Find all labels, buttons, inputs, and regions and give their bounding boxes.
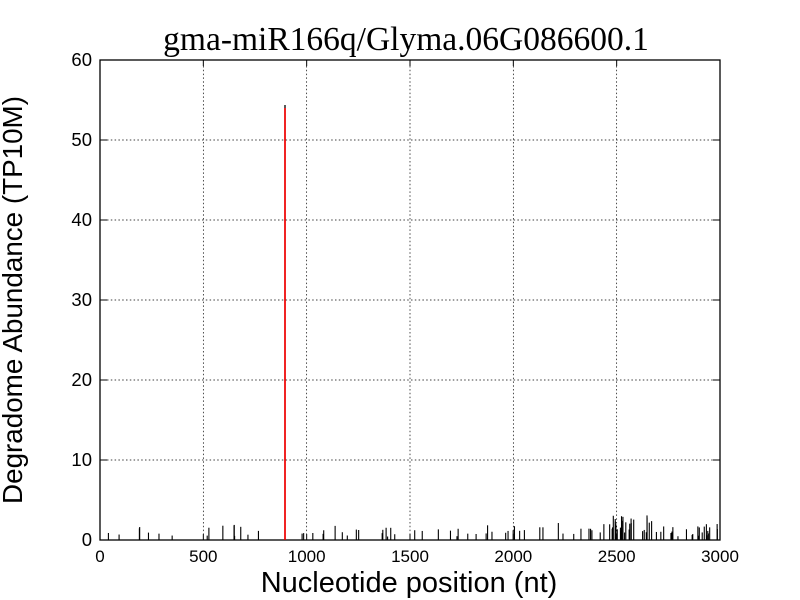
svg-text:3000: 3000 [701,547,739,566]
svg-text:20: 20 [71,369,92,390]
svg-text:1500: 1500 [391,547,429,566]
svg-text:2500: 2500 [598,547,636,566]
svg-text:10: 10 [71,449,92,470]
svg-text:0: 0 [95,547,104,566]
svg-text:1000: 1000 [288,547,326,566]
svg-text:500: 500 [189,547,217,566]
svg-text:Degradome Abundance (TP10M): Degradome Abundance (TP10M) [0,96,28,504]
svg-text:60: 60 [71,49,92,70]
svg-text:2000: 2000 [494,547,532,566]
svg-text:0: 0 [82,529,92,550]
svg-text:40: 40 [71,209,92,230]
svg-text:30: 30 [71,289,92,310]
svg-text:gma-miR166q/Glyma.06G086600.1: gma-miR166q/Glyma.06G086600.1 [163,21,649,58]
svg-text:50: 50 [71,129,92,150]
svg-text:Nucleotide position (nt): Nucleotide position (nt) [261,567,558,599]
